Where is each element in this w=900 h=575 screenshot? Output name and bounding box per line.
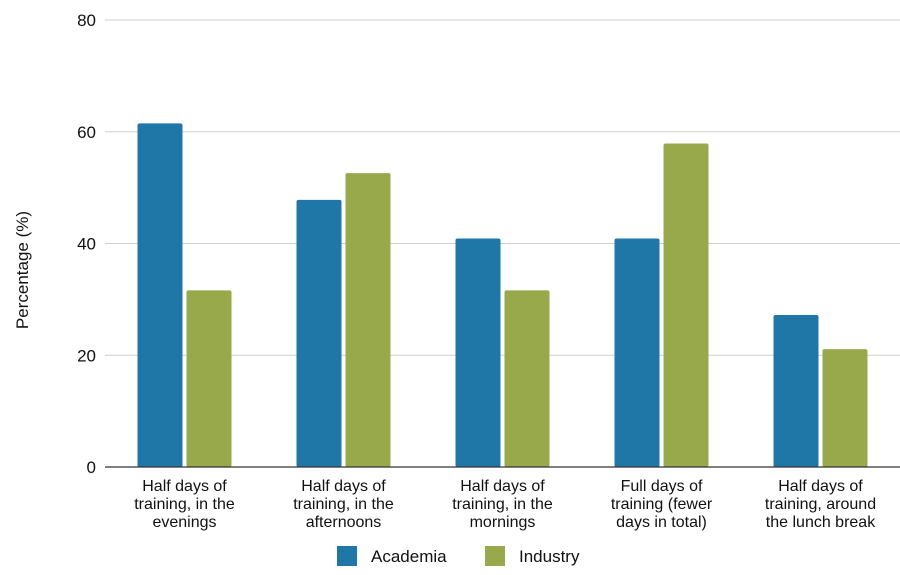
bar-industry-5: [822, 349, 868, 467]
x-category-label: mornings: [470, 514, 536, 531]
bar-academia-1: [137, 123, 183, 468]
x-category-label: Half days of: [142, 478, 227, 495]
x-category-label: the lunch break: [766, 514, 876, 531]
bars: [137, 123, 868, 468]
bar-industry-2: [345, 173, 391, 467]
y-axis-ticks: 0 20 40 60 80: [77, 11, 96, 477]
y-tick-label: 40: [77, 235, 96, 254]
bar-academia-4: [614, 238, 660, 467]
legend: Academia Industry: [337, 546, 580, 566]
x-category-label: days in total): [616, 514, 707, 531]
x-category-label: afternoons: [306, 514, 382, 531]
y-tick-label: 60: [77, 123, 96, 142]
bar-industry-1: [186, 290, 232, 467]
legend-label-academia: Academia: [371, 547, 447, 566]
x-category-label: Half days of: [460, 478, 545, 495]
x-category-label: training, around: [765, 496, 876, 513]
x-category-label: Full days of: [621, 478, 703, 495]
y-tick-label: 0: [87, 458, 96, 477]
y-tick-label: 20: [77, 346, 96, 365]
gridlines: [105, 19, 900, 356]
x-category-label: training (fewer: [611, 496, 713, 513]
legend-label-industry: Industry: [519, 547, 580, 566]
x-category-label: training, in the: [134, 496, 235, 513]
bar-industry-3: [504, 290, 550, 467]
x-category-label: Half days of: [778, 478, 863, 495]
x-category-label: training, in the: [293, 496, 394, 513]
y-tick-label: 80: [77, 11, 96, 30]
bar-academia-5: [773, 315, 819, 467]
x-category-label: Half days of: [301, 478, 386, 495]
x-category-label: evenings: [152, 514, 216, 531]
legend-swatch-academia: [337, 546, 357, 566]
x-category-label: training, in the: [452, 496, 553, 513]
y-axis-title: Percentage (%): [13, 211, 32, 329]
bar-academia-3: [455, 238, 501, 467]
legend-swatch-industry: [485, 546, 505, 566]
bar-academia-2: [296, 199, 342, 468]
bar-industry-4: [663, 143, 709, 467]
